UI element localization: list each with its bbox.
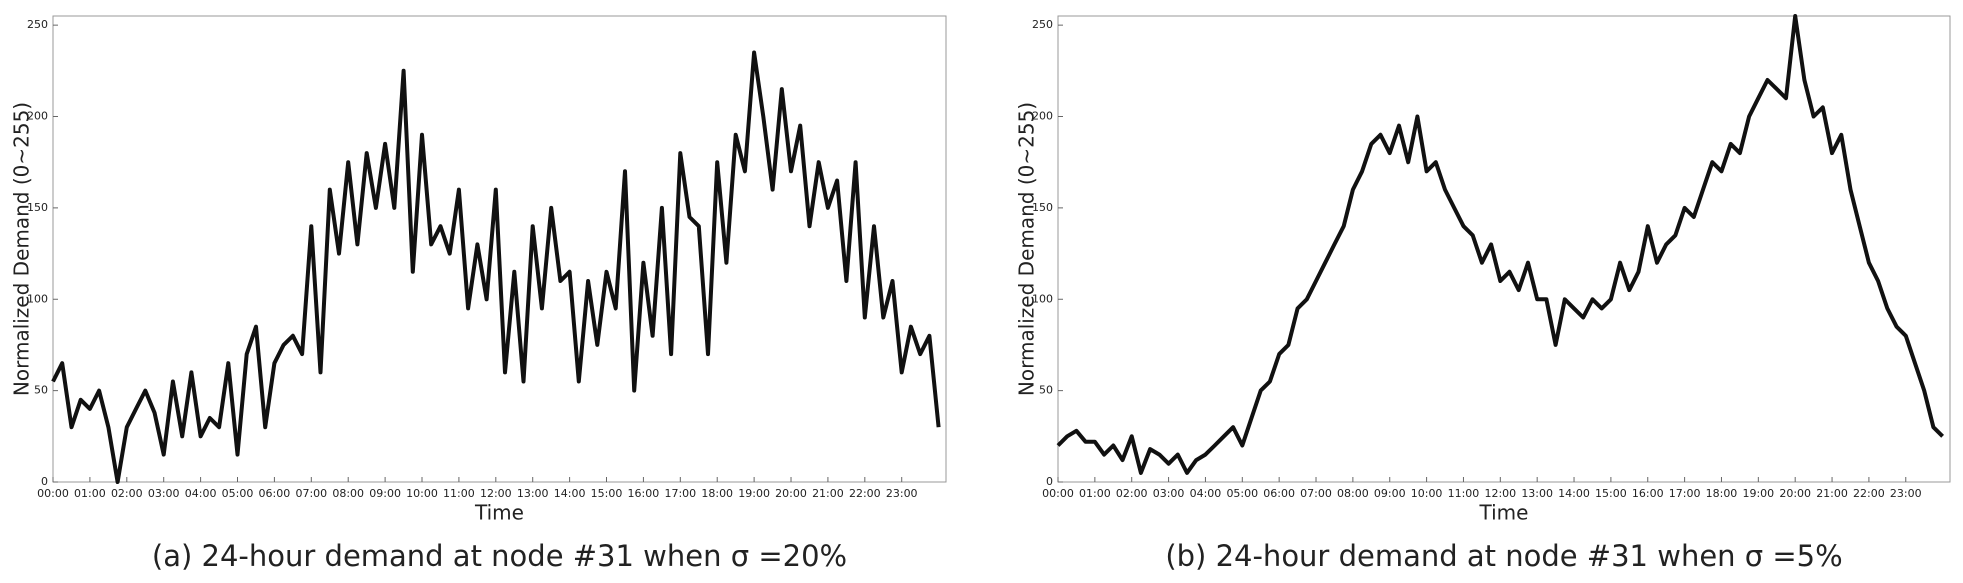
x-tick-label: 10:00	[1411, 487, 1443, 500]
y-tick-label: 250	[27, 18, 48, 31]
x-tick-label: 20:00	[1779, 487, 1811, 500]
x-tick-label: 15:00	[591, 487, 623, 500]
x-tick-label: 20:00	[775, 487, 807, 500]
caption: (a) 24-hour demand at node #31 when σ =2…	[152, 539, 847, 573]
x-tick-label: 21:00	[1816, 487, 1848, 500]
x-tick-label: 09:00	[1374, 487, 1406, 500]
x-tick-label: 03:00	[1153, 487, 1185, 500]
x-tick-label: 05:00	[222, 487, 254, 500]
x-tick-label: 22:00	[1853, 487, 1885, 500]
x-axis-label: Time	[474, 501, 524, 525]
x-tick-label: 00:00	[1042, 487, 1074, 500]
y-tick-label: 150	[1032, 201, 1053, 214]
y-tick-label: 50	[34, 384, 48, 397]
x-tick-label: 12:00	[1484, 487, 1516, 500]
y-tick-label: 50	[1039, 384, 1053, 397]
y-tick-label: 150	[27, 201, 48, 214]
x-tick-label: 17:00	[1669, 487, 1701, 500]
demand-line	[1056, 14, 1945, 475]
x-tick-label: 13:00	[1521, 487, 1553, 500]
x-axis-label: Time	[1479, 501, 1529, 525]
x-tick-label: 07:00	[295, 487, 327, 500]
x-tick-label: 23:00	[886, 487, 918, 500]
x-tick-label: 12:00	[480, 487, 512, 500]
x-tick-label: 14:00	[554, 487, 586, 500]
x-tick-label: 11:00	[443, 487, 475, 500]
caption: (b) 24-hour demand at node #31 when σ =5…	[1165, 539, 1842, 573]
x-tick-label: 22:00	[849, 487, 881, 500]
x-tick-label: 01:00	[74, 487, 106, 500]
x-tick-label: 18:00	[701, 487, 733, 500]
y-axis-label: Normalized Demand (0~255)	[1015, 102, 1039, 396]
x-tick-label: 19:00	[1742, 487, 1774, 500]
x-tick-label: 03:00	[148, 487, 180, 500]
y-tick-label: 250	[1032, 18, 1053, 31]
x-tick-label: 19:00	[738, 487, 770, 500]
x-tick-label: 18:00	[1706, 487, 1738, 500]
x-tick-label: 10:00	[406, 487, 438, 500]
x-tick-label: 08:00	[332, 487, 364, 500]
x-tick-label: 02:00	[1116, 487, 1148, 500]
y-tick-label: 0	[1046, 475, 1053, 488]
x-tick-label: 04:00	[185, 487, 217, 500]
x-tick-label: 17:00	[664, 487, 696, 500]
plot-area	[52, 15, 947, 483]
plot-area	[1057, 15, 1951, 483]
x-tick-label: 16:00	[1632, 487, 1664, 500]
x-tick-label: 16:00	[628, 487, 660, 500]
x-tick-label: 08:00	[1337, 487, 1369, 500]
x-tick-label: 05:00	[1226, 487, 1258, 500]
x-tick-label: 14:00	[1558, 487, 1590, 500]
x-tick-label: 21:00	[812, 487, 844, 500]
y-tick-label: 100	[27, 292, 48, 305]
x-tick-label: 06:00	[259, 487, 291, 500]
y-tick-label: 200	[1032, 110, 1053, 123]
x-tick-label: 00:00	[37, 487, 69, 500]
y-tick-label: 100	[1032, 292, 1053, 305]
y-axis-label: Normalized Demand (0~255)	[10, 102, 34, 396]
x-tick-label: 07:00	[1300, 487, 1332, 500]
x-tick-label: 15:00	[1595, 487, 1627, 500]
demand-line	[51, 50, 941, 484]
x-tick-label: 02:00	[111, 487, 143, 500]
x-tick-label: 01:00	[1079, 487, 1111, 500]
x-tick-label: 11:00	[1448, 487, 1480, 500]
y-tick-label: 200	[27, 110, 48, 123]
x-tick-label: 23:00	[1890, 487, 1922, 500]
x-tick-label: 09:00	[369, 487, 401, 500]
x-tick-label: 04:00	[1190, 487, 1222, 500]
x-tick-label: 13:00	[517, 487, 549, 500]
y-tick-label: 0	[41, 475, 48, 488]
x-tick-label: 06:00	[1263, 487, 1295, 500]
